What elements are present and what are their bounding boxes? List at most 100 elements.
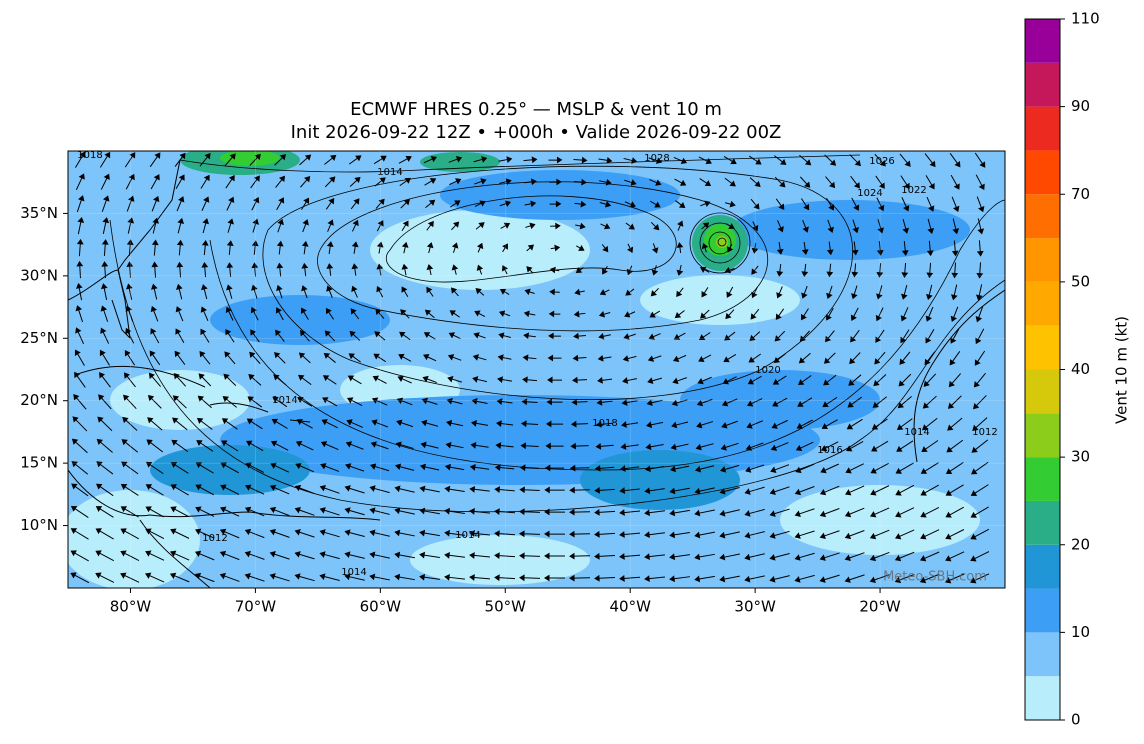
wind-arrow (569, 574, 591, 582)
wind-arrow (801, 308, 809, 321)
wind-arrow (250, 306, 259, 321)
wind-arrow (126, 239, 134, 256)
wind-arrow (676, 264, 684, 276)
wind-arrow (73, 394, 87, 410)
wind-arrow (323, 352, 336, 363)
wind-arrow (776, 264, 784, 277)
wind-arrow (672, 377, 687, 385)
wind-arrow (201, 261, 209, 278)
wind-arrow (748, 353, 762, 363)
wind-arrow (746, 420, 763, 429)
wind-arrow (575, 222, 586, 230)
wind-arrow (945, 484, 964, 496)
wind-arrow (301, 262, 309, 277)
wind-arrow (76, 238, 84, 257)
wind-arrow (126, 195, 135, 212)
wind-arrow (644, 487, 665, 495)
wind-arrow (826, 197, 835, 211)
wind-arrow (719, 575, 740, 583)
wind-arrow (175, 328, 185, 344)
wind-arrow (170, 484, 189, 496)
wind-arrow (397, 375, 412, 384)
wind-arrow (501, 265, 509, 275)
wind-arrow (376, 286, 384, 298)
wind-arrow (170, 528, 190, 539)
isobar-label: 1024 (857, 188, 882, 199)
wind-arrow (696, 398, 713, 407)
wind-arrow (644, 509, 665, 517)
wind-arrow (125, 305, 134, 322)
wind-arrow (97, 416, 113, 432)
wind-arrow (721, 420, 739, 429)
wind-arrow (394, 485, 415, 493)
wind-arrow (747, 375, 762, 385)
colorbar-band (1025, 632, 1060, 677)
wind-arrow (101, 261, 109, 279)
wind-arrow (573, 310, 586, 318)
wind-arrow (946, 439, 964, 453)
wind-arrow (620, 443, 639, 450)
wind-arrow (544, 530, 566, 538)
wind-arrow (877, 219, 884, 234)
wind-arrow (72, 416, 88, 432)
wind-arrow (825, 330, 835, 343)
wind-arrow (95, 506, 114, 518)
wind-arrow (594, 508, 616, 516)
wind-arrow (770, 464, 790, 473)
wind-arrow (649, 310, 661, 318)
wind-arrow (351, 285, 358, 298)
y-tick-label: 25°N (20, 329, 58, 347)
wind-arrow (225, 328, 235, 343)
wind-arrow (149, 350, 161, 366)
colorbar-tick-label: 50 (1071, 272, 1090, 290)
wind-arrow (874, 351, 886, 365)
wind-arrow (325, 197, 335, 210)
wind-arrow (950, 328, 960, 344)
wind-arrow (444, 485, 465, 493)
x-tick-label: 40°W (609, 598, 651, 616)
wind-arrow (852, 219, 859, 234)
wind-arrow (376, 241, 384, 254)
wind-arrow (394, 573, 415, 581)
wind-arrow (325, 307, 334, 320)
wind-arrow (748, 155, 762, 165)
wind-arrow (448, 332, 461, 340)
wind-arrow (145, 572, 165, 583)
wind-arrow (369, 485, 390, 494)
wind-arrow (974, 350, 986, 366)
wind-arrow (649, 200, 661, 208)
wind-arrow (326, 263, 334, 277)
wind-arrow (899, 153, 911, 167)
wind-arrow (625, 288, 635, 296)
wind-arrow (777, 220, 784, 233)
wind-arrow (695, 443, 714, 451)
wind-arrow (725, 223, 735, 229)
wind-arrow (651, 265, 659, 276)
wind-arrow (419, 529, 440, 537)
wind-arrow (775, 308, 785, 320)
wind-arrow (599, 200, 612, 208)
wind-arrow (669, 465, 690, 473)
wind-arrow (347, 375, 362, 385)
wind-arrow (252, 218, 259, 233)
wind-arrow (824, 154, 837, 166)
wind-arrow (219, 550, 240, 561)
wind-arrow (794, 552, 815, 561)
wind-arrow (548, 310, 561, 318)
wind-arrow (522, 354, 537, 362)
wind-arrow (799, 154, 812, 166)
isobars (109, 154, 1005, 513)
wind-arrow (849, 352, 861, 365)
wind-arrow (849, 154, 861, 167)
wind-arrow (801, 285, 808, 299)
wind-arrow (970, 484, 989, 496)
wind-arrow (872, 396, 888, 408)
wind-arrow (550, 244, 561, 252)
wind-arrow (844, 552, 865, 562)
wind-arrow (145, 550, 165, 561)
wind-arrow (499, 288, 510, 295)
wind-arrow (151, 239, 159, 256)
wind-arrow (449, 178, 462, 186)
isobar-label: 1022 (901, 185, 926, 196)
colorbar-band (1025, 676, 1060, 720)
